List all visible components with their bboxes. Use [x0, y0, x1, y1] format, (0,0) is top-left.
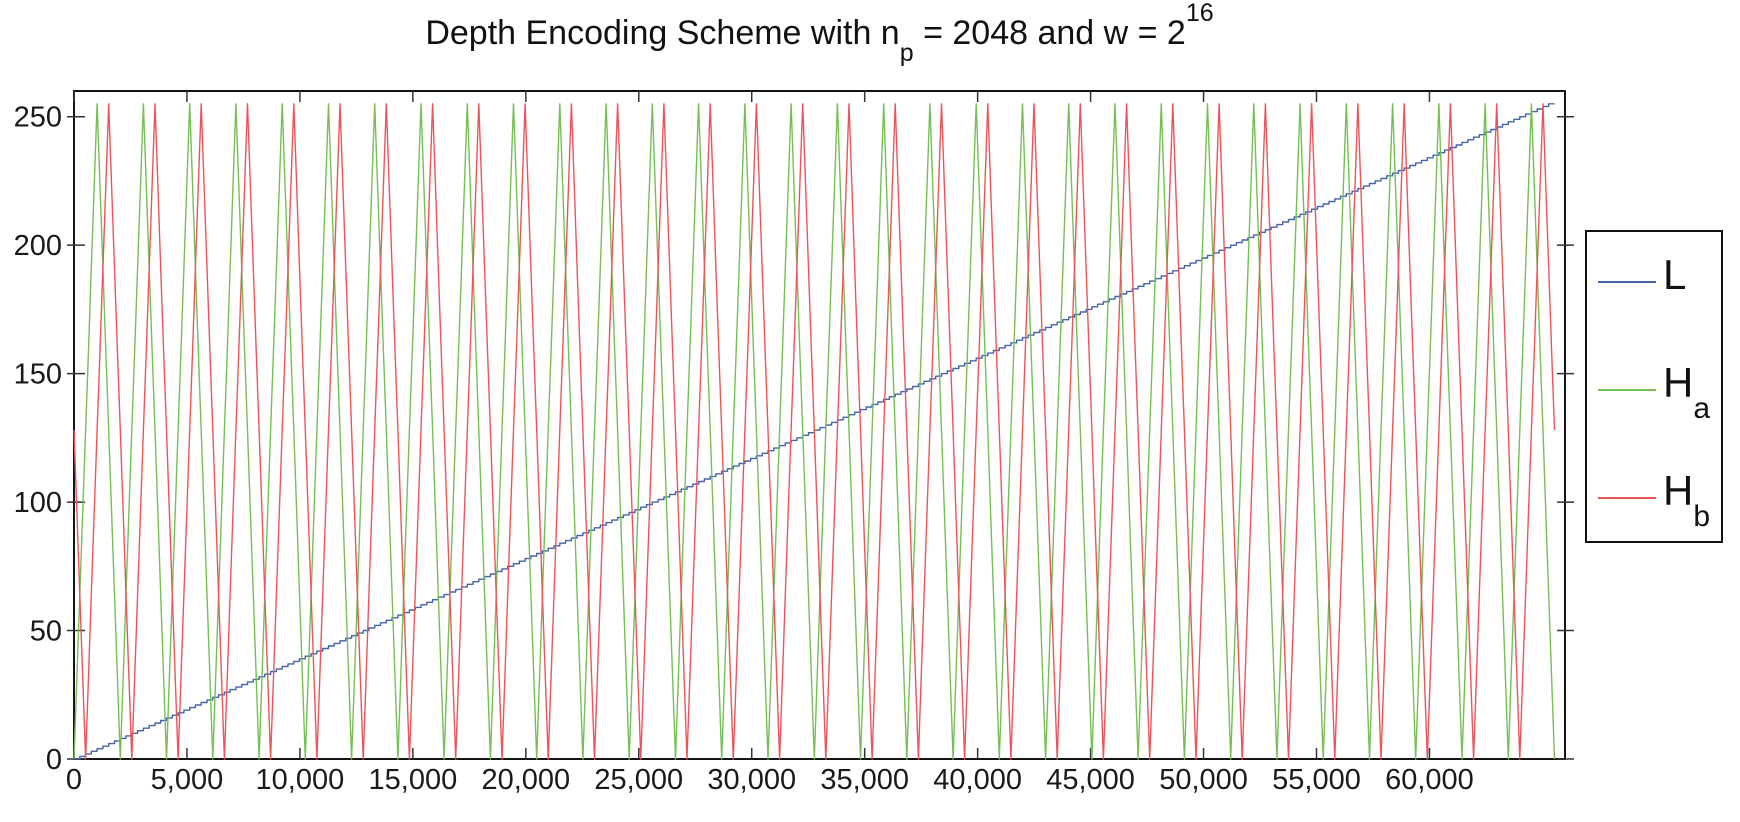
legend-line-sample-l: [1598, 281, 1656, 283]
series-line-ha: [73, 103, 1556, 760]
axes-box: [73, 90, 1566, 760]
y-tick-label: 0: [46, 744, 62, 776]
legend-label-hb-main: H: [1663, 466, 1694, 514]
chart-title-subscript: p: [899, 38, 914, 67]
y-tick-label: 50: [30, 616, 62, 648]
x-tick-label: 5,000: [151, 764, 224, 796]
legend-label-ha-main: H: [1663, 358, 1694, 406]
chart-title-text-mid: = 2048 and w = 2: [913, 14, 1186, 52]
x-tick-label: 45,000: [1046, 764, 1135, 796]
y-tick-label: 250: [14, 102, 62, 134]
x-tick-label: 40,000: [933, 764, 1022, 796]
x-tick-label: 50,000: [1159, 764, 1248, 796]
x-tick-label: 30,000: [707, 764, 796, 796]
legend-label-ha-sub: a: [1693, 392, 1711, 426]
y-tick-label: 100: [14, 487, 62, 519]
x-tick-label: 10,000: [256, 764, 345, 796]
chart-title: Depth Encoding Scheme with np = 2048 and…: [74, 0, 1565, 65]
x-tick-label: 0: [66, 764, 82, 796]
x-tick-label: 25,000: [594, 764, 683, 796]
y-tick-label: 150: [14, 359, 62, 391]
legend-line-sample-ha: [1598, 389, 1656, 391]
chart-title-text: Depth Encoding Scheme with n: [425, 14, 900, 52]
x-tick-label: 60,000: [1385, 764, 1474, 796]
legend-label-l: L: [1663, 253, 1686, 295]
legend-label-l-main: L: [1663, 250, 1687, 298]
series-line-hb: [73, 103, 1556, 760]
legend-line-sample-hb: [1598, 497, 1656, 499]
legend: L Ha Hb: [1585, 230, 1723, 543]
y-tick-label: 200: [14, 230, 62, 262]
x-tick-label: 20,000: [481, 764, 570, 796]
x-tick-label: 15,000: [369, 764, 458, 796]
chart-title-superscript: 16: [1185, 0, 1214, 27]
legend-label-hb: Hb: [1663, 469, 1710, 531]
x-tick-label: 35,000: [820, 764, 909, 796]
legend-label-ha: Ha: [1663, 361, 1710, 423]
legend-label-hb-sub: b: [1693, 500, 1711, 534]
x-tick-label: 55,000: [1272, 764, 1361, 796]
